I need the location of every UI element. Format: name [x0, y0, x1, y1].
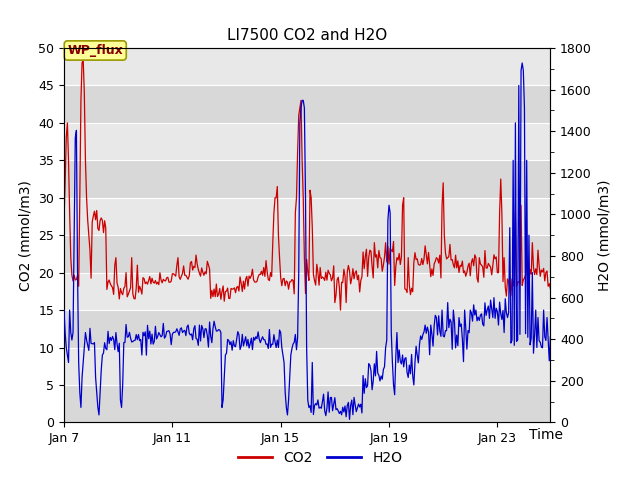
Bar	[64, 85, 550, 123]
Bar	[64, 385, 550, 422]
Bar	[64, 235, 550, 273]
Text: Time: Time	[529, 428, 563, 442]
Legend: CO2, H2O: CO2, H2O	[232, 445, 408, 471]
Bar	[64, 348, 550, 385]
Bar	[64, 198, 550, 235]
Bar	[64, 160, 550, 198]
Y-axis label: CO2 (mmol/m3): CO2 (mmol/m3)	[19, 180, 33, 290]
Bar	[64, 273, 550, 310]
Y-axis label: H2O (mmol/m3): H2O (mmol/m3)	[598, 180, 612, 291]
Text: WP_flux: WP_flux	[67, 44, 123, 57]
Bar	[64, 123, 550, 160]
Title: LI7500 CO2 and H2O: LI7500 CO2 and H2O	[227, 28, 387, 43]
Bar	[64, 48, 550, 85]
Bar	[64, 310, 550, 348]
